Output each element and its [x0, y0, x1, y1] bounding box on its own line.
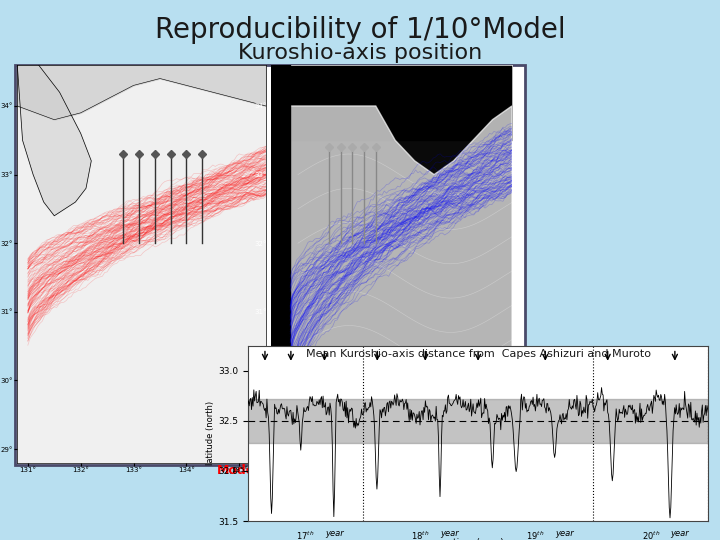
Text: year: year	[555, 529, 574, 538]
Text: 1992-2003: 1992-2003	[332, 379, 448, 397]
Text: Kuroshio-axis position: Kuroshio-axis position	[238, 43, 482, 63]
Text: year: year	[325, 529, 343, 538]
Text: $\mathit{19}$$^{th}$: $\mathit{19}$$^{th}$	[526, 529, 545, 540]
Text: 50%: 50%	[44, 71, 81, 85]
X-axis label: time (year): time (year)	[453, 538, 503, 540]
Text: year: year	[440, 529, 459, 538]
Text: 1/10°: 1/10°	[220, 449, 256, 462]
Y-axis label: latitude (north): latitude (north)	[206, 401, 215, 465]
Polygon shape	[17, 65, 91, 216]
Text: 17$^{th}$ -20$^{th}$ year: 17$^{th}$ -20$^{th}$ year	[27, 374, 183, 402]
Text: Reproducibility of 1/10°Model: Reproducibility of 1/10°Model	[155, 16, 565, 44]
FancyBboxPatch shape	[15, 65, 525, 465]
Text: $\mathit{18}$$^{th}$: $\mathit{18}$$^{th}$	[411, 529, 430, 540]
Text: year: year	[670, 529, 689, 538]
Text: $\mathit{20}$$^{th}$: $\mathit{20}$$^{th}$	[642, 529, 660, 540]
Text: 1/10°Model: 1/10°Model	[42, 355, 167, 375]
Text: Mean Kuroshio-axis distance from  Capes Ashizuri and Muroto: Mean Kuroshio-axis distance from Capes A…	[305, 349, 651, 359]
Text: $\mathit{17}$$^{th}$: $\mathit{17}$$^{th}$	[296, 529, 315, 540]
Text: QBOC: QBOC	[359, 355, 421, 375]
Polygon shape	[271, 106, 512, 463]
Bar	[248, 399, 708, 443]
Text: Model: Model	[217, 463, 259, 476]
